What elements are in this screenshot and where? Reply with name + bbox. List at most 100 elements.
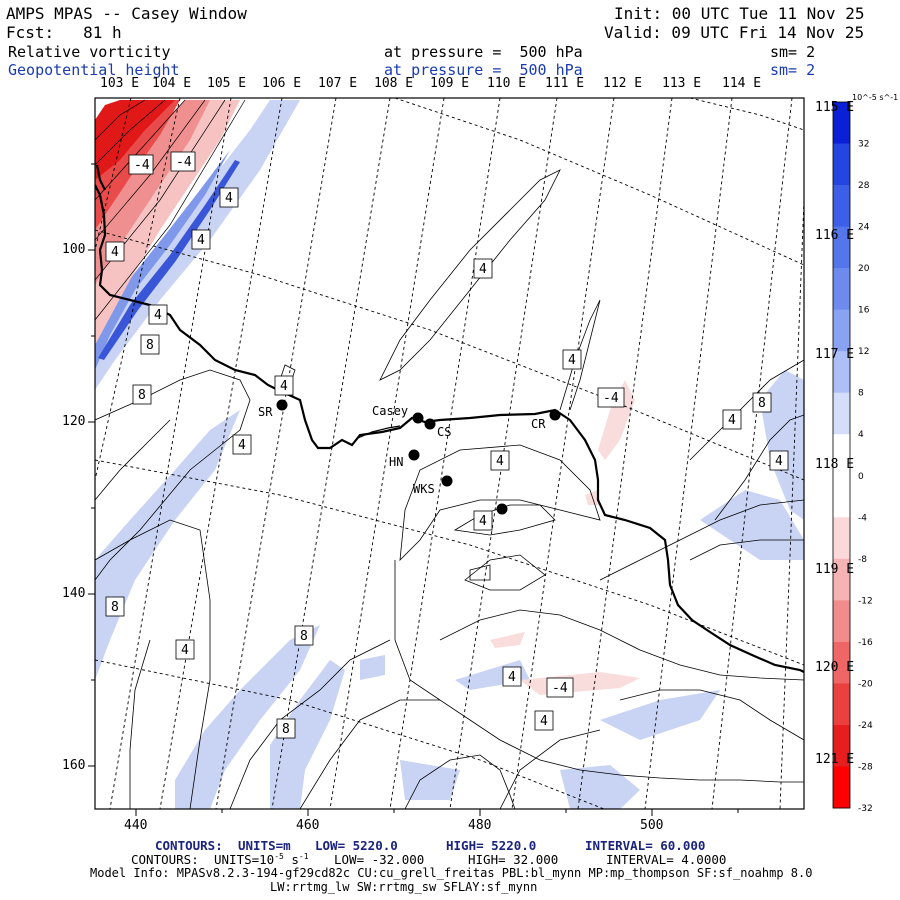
colorbar-label: -20 — [858, 679, 873, 689]
svg-text:4: 4 — [280, 379, 288, 394]
station-dot-casey — [412, 412, 424, 424]
station-dot-ds — [496, 503, 508, 515]
colorbar-label: 20 — [858, 264, 870, 274]
y-tick-160: 160 — [62, 758, 86, 773]
colorbar-swatch — [833, 351, 850, 394]
station-dot-hn — [408, 449, 420, 461]
contour-label: 4 — [148, 304, 168, 325]
core-positive-vorticity — [98, 160, 240, 360]
contour-label: 8 — [752, 392, 772, 413]
lon-label-121: 121 E — [815, 752, 855, 767]
contours2-interval: INTERVAL= 4.0000 — [606, 852, 727, 867]
y-tick-140: 140 — [62, 586, 86, 601]
strong-positive-vorticity — [95, 150, 230, 370]
coastline-inner — [351, 425, 401, 446]
svg-text:-4: -4 — [552, 681, 568, 696]
station-dot-sr — [276, 399, 288, 411]
station-label-hn: HN — [389, 455, 403, 469]
contours2-units: UNITS=10-5 s-1 — [214, 852, 309, 868]
colorbar-label: -24 — [858, 721, 873, 731]
contour-label: 4 — [769, 450, 789, 471]
colorbar-label: 0 — [858, 472, 864, 482]
field2-smoothing: sm= 2 — [770, 61, 816, 79]
svg-text:4: 4 — [111, 245, 119, 260]
colorbar-swatch — [833, 434, 850, 477]
y-tick-100: 100 — [62, 242, 86, 257]
lon-label-111: 111 E — [545, 76, 585, 91]
x-tick-480: 480 — [468, 818, 492, 833]
contour-label: -4 — [546, 677, 574, 698]
colorbar-unit: 10^-5 s^-1 — [852, 93, 898, 102]
valid-time: Valid: 09 UTC Fri 14 Nov 25 — [604, 23, 865, 42]
colorbar: 32 28 24 20 16 12 8 4 0 -4 -8 -12 -16 -20 -24 -28 -32 10^… — [832, 93, 898, 814]
contour-label: 4 — [473, 258, 493, 279]
colorbar-swatch — [833, 641, 850, 684]
colorbar-swatch — [833, 185, 850, 228]
svg-text:4: 4 — [479, 262, 487, 277]
model-info-physics: LW:rrtmg_lw SW:rrtmg_sw SFLAY:sf_mynn — [270, 880, 538, 894]
contour-label: 4 — [274, 375, 294, 396]
contours1-high: HIGH= 5220.0 — [446, 838, 537, 853]
contour-lines — [95, 169, 804, 809]
y-axis-ticks — [88, 163, 95, 767]
lon-label-119: 119 E — [815, 562, 855, 577]
contours2-low: LOW= -32.000 — [334, 852, 425, 867]
colorbar-label: 16 — [858, 306, 870, 316]
contour-label: -4 — [170, 151, 196, 172]
contour-label: 4 — [232, 434, 252, 455]
colorbar-label: -8 — [858, 555, 867, 565]
lon-label-107: 107 E — [318, 76, 358, 91]
colorbar-swatch — [833, 268, 850, 311]
station-label-wks: WKS — [413, 482, 435, 496]
plot-title: AMPS MPAS -- Casey Window — [6, 4, 247, 23]
lon-label-115: 115 E — [815, 100, 855, 115]
colorbar-label: -4 — [858, 513, 867, 523]
colorbar-swatch — [833, 309, 850, 352]
lon-label-114: 114 E — [722, 76, 762, 91]
lon-label-105: 105 E — [207, 76, 247, 91]
colorbar-swatch — [833, 724, 850, 767]
colorbar-swatch — [833, 600, 850, 643]
contour-label: -4 — [597, 387, 625, 408]
lon-label-112: 112 E — [603, 76, 643, 91]
svg-text:8: 8 — [111, 600, 119, 615]
x-tick-500: 500 — [640, 818, 664, 833]
station-dot-cr — [549, 409, 561, 421]
contours1-low: LOW= 5220.0 — [315, 838, 398, 853]
lon-label-103: 103 E — [100, 76, 140, 91]
x-tick-460: 460 — [296, 818, 320, 833]
contour-label: -4 — [128, 154, 154, 175]
colorbar-label: -12 — [858, 596, 873, 606]
lon-label-110: 110 E — [487, 76, 527, 91]
svg-text:-4: -4 — [176, 155, 192, 170]
station-label-casey: Casey — [372, 404, 408, 418]
colorbar-label: 8 — [858, 389, 864, 399]
colorbar-label: -16 — [858, 638, 873, 648]
colorbar-label: 28 — [858, 181, 870, 191]
svg-text:4: 4 — [508, 670, 516, 685]
coastline — [95, 184, 804, 673]
field2-name: Geopotential height — [8, 61, 180, 79]
lon-label-104: 104 E — [152, 76, 192, 91]
station-markers — [276, 399, 561, 515]
field2-level: at pressure = 500 hPa — [384, 61, 583, 79]
init-time: Init: 00 UTC Tue 11 Nov 25 — [614, 4, 865, 23]
contour-label: 4 — [175, 639, 195, 660]
colorbar-swatch — [833, 392, 850, 435]
lon-label-106: 106 E — [262, 76, 302, 91]
contour-label: 4 — [219, 187, 239, 208]
field1-smoothing: sm= 2 — [770, 43, 816, 61]
svg-text:4: 4 — [540, 714, 548, 729]
y-tick-120: 120 — [62, 414, 86, 429]
contour-label: 4 — [562, 349, 582, 370]
colorbar-swatch — [833, 226, 850, 269]
svg-text:-4: -4 — [134, 158, 150, 173]
x-axis-ticks — [135, 809, 739, 816]
station-label-sr: SR — [258, 405, 273, 419]
lon-label-117: 117 E — [815, 347, 855, 362]
contour-label: 8 — [105, 596, 125, 617]
colorbar-swatch — [833, 683, 850, 726]
lon-label-108: 108 E — [374, 76, 414, 91]
coastline-north — [95, 164, 106, 191]
lon-label-109: 109 E — [430, 76, 470, 91]
